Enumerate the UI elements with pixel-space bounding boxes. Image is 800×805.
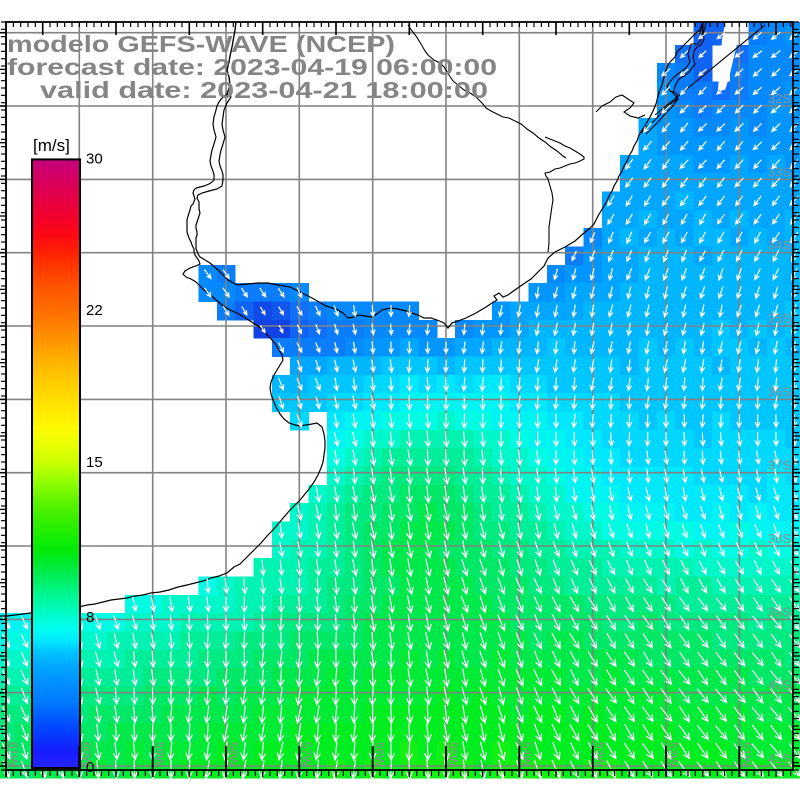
svg-text:51W: 51W bbox=[739, 742, 753, 767]
svg-text:32S: 32S bbox=[768, 91, 791, 106]
svg-text:57W: 57W bbox=[299, 742, 313, 767]
svg-text:22: 22 bbox=[86, 302, 103, 319]
svg-text:55W: 55W bbox=[446, 742, 460, 767]
svg-text:60W: 60W bbox=[79, 742, 93, 767]
svg-text:37S: 37S bbox=[768, 458, 791, 473]
svg-text:56W: 56W bbox=[373, 742, 387, 767]
svg-text:modelo GEFS-WAVE (NCEP): modelo GEFS-WAVE (NCEP) bbox=[7, 31, 395, 57]
svg-text:52W: 52W bbox=[666, 742, 680, 767]
svg-text:valid date: 2023-04-21 18:00:0: valid date: 2023-04-21 18:00:00 bbox=[40, 77, 488, 103]
svg-text:15: 15 bbox=[86, 454, 103, 471]
svg-text:59W: 59W bbox=[153, 742, 167, 767]
svg-text:34S: 34S bbox=[768, 238, 791, 253]
svg-text:30: 30 bbox=[86, 150, 103, 167]
svg-text:53W: 53W bbox=[593, 742, 607, 767]
svg-text:36S: 36S bbox=[768, 384, 791, 399]
svg-text:39S: 39S bbox=[768, 604, 791, 619]
svg-text:61W: 61W bbox=[6, 742, 20, 767]
svg-text:54W: 54W bbox=[519, 742, 533, 767]
svg-text:40S: 40S bbox=[768, 678, 791, 693]
svg-text:41S: 41S bbox=[768, 751, 791, 766]
svg-text:38S: 38S bbox=[768, 531, 791, 546]
svg-text:33S: 33S bbox=[768, 164, 791, 179]
svg-text:8: 8 bbox=[86, 609, 94, 626]
svg-text:forecast date: 2023-04-19 06:0: forecast date: 2023-04-19 06:00:00 bbox=[7, 54, 497, 80]
svg-text:[m/s]: [m/s] bbox=[33, 136, 70, 155]
svg-text:0: 0 bbox=[86, 759, 94, 776]
svg-text:35S: 35S bbox=[768, 311, 791, 326]
svg-text:58W: 58W bbox=[226, 742, 240, 767]
